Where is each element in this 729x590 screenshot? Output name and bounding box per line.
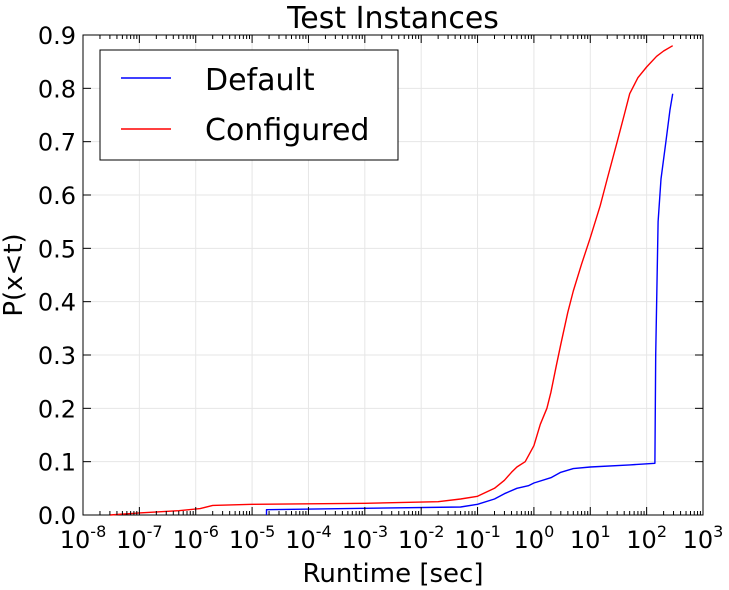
x-tick-base: 10	[570, 526, 601, 554]
x-tick-label: 10-2	[398, 522, 445, 554]
x-tick-label: 10-6	[172, 522, 219, 554]
x-tick-base: 10	[683, 526, 714, 554]
x-tick-label: 100	[514, 522, 555, 554]
legend-label-default: Default	[205, 63, 315, 98]
x-tick-base: 10	[172, 526, 203, 554]
x-tick-base: 10	[229, 526, 260, 554]
x-tick-exponent: -4	[316, 522, 332, 541]
y-tick-label: 0.7	[38, 129, 76, 157]
x-tick-exponent: -7	[147, 522, 163, 541]
x-tick-exponent: 2	[657, 522, 667, 541]
x-tick-exponent: 1	[600, 522, 610, 541]
series-line-default	[265, 93, 674, 515]
x-tick-base: 10	[514, 526, 545, 554]
legend-box	[99, 49, 399, 161]
x-tick-label: 10-3	[342, 522, 389, 554]
plot-frame	[82, 34, 704, 516]
x-tick-base: 10	[116, 526, 147, 554]
y-tick-label: 0.2	[38, 395, 76, 423]
ticks: 10-8 10-7 10-6 10-5 10-4 10-3 10-2 10-1 100 101 10…	[38, 22, 724, 554]
y-tick-label: 0.3	[38, 342, 76, 370]
x-tick-exponent: 3	[713, 522, 723, 541]
x-tick-exponent: -1	[485, 522, 501, 541]
y-tick-label: 0.1	[38, 449, 76, 477]
x-tick-exponent: -6	[203, 522, 219, 541]
x-tick-base: 10	[454, 526, 485, 554]
legend-label-configured: Configured	[205, 113, 369, 148]
x-tick-label: 10-5	[229, 522, 276, 554]
x-tick-label: 10-4	[285, 522, 332, 554]
y-axis-label: P(x<t)	[0, 233, 29, 316]
chart-title: Test Instances	[286, 1, 499, 36]
x-tick-base: 10	[285, 526, 316, 554]
x-tick-label: 10-7	[116, 522, 163, 554]
x-tick-base: 10	[60, 526, 91, 554]
x-tick-base: 10	[342, 526, 373, 554]
x-tick-label: 102	[626, 522, 667, 554]
y-tick-label: 0.6	[38, 182, 76, 210]
x-axis-label: Runtime [sec]	[303, 559, 484, 589]
y-tick-label: 0.0	[38, 502, 76, 530]
y-tick-label: 0.9	[38, 22, 76, 50]
series-layer	[109, 45, 674, 516]
x-tick-exponent: -2	[428, 522, 444, 541]
x-tick-label: 103	[683, 522, 724, 554]
x-tick-exponent: -8	[90, 522, 106, 541]
y-tick-label: 0.4	[38, 289, 76, 317]
x-tick-exponent: -5	[259, 522, 275, 541]
x-tick-exponent: 0	[544, 522, 554, 541]
y-tick-label: 0.5	[38, 235, 76, 263]
series-line-configured	[109, 45, 674, 516]
x-tick-label: 101	[570, 522, 611, 554]
x-tick-label: 10-1	[454, 522, 501, 554]
legend: Default Configured	[99, 49, 399, 161]
x-tick-label: 10-8	[60, 522, 107, 554]
x-tick-base: 10	[398, 526, 429, 554]
y-tick-label: 0.8	[38, 75, 76, 103]
x-tick-exponent: -3	[372, 522, 388, 541]
x-tick-base: 10	[626, 526, 657, 554]
